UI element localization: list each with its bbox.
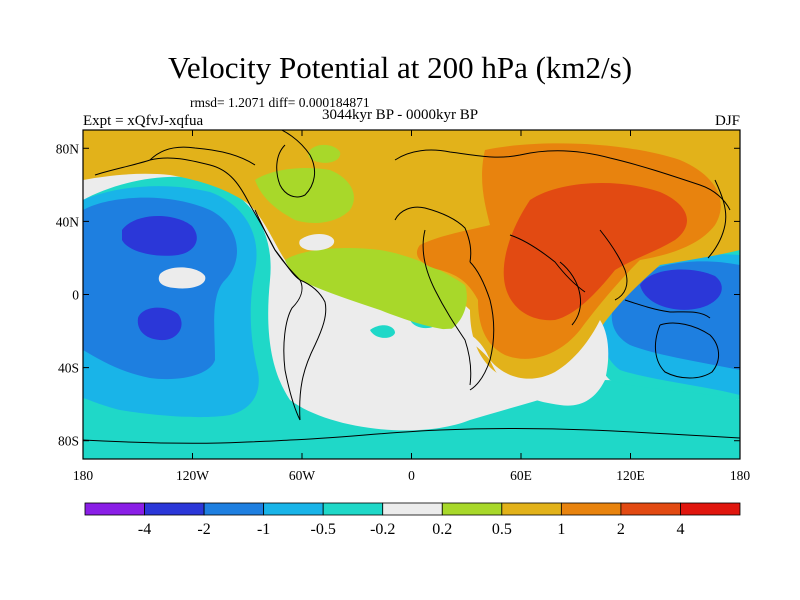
colorbar-label: -2 <box>197 521 210 538</box>
y-tick-label: 80N <box>56 141 80 156</box>
colorbar-label: -4 <box>138 521 151 538</box>
colorbar-swatch <box>680 502 741 516</box>
colorbar-label: -0.2 <box>370 521 395 538</box>
experiment-label: Expt = xQfvJ-xqfua <box>83 113 204 129</box>
period-label: 3044kyr BP - 0000kyr BP <box>321 107 479 123</box>
colorbar-label: 0.5 <box>492 521 512 538</box>
colorbar-label: -1 <box>257 521 270 538</box>
colorbar: -4 -2 -1 -0.5 -0.2 0.2 0.5 1 2 4 <box>84 502 741 538</box>
y-tick-label: 0 <box>72 288 79 303</box>
chart-subtitle: rmsd= 1.2071 diff= 0.000184871 <box>190 95 370 110</box>
colorbar-label: -0.5 <box>311 521 336 538</box>
x-tick-label: 180 <box>73 468 94 483</box>
y-tick-label: 40S <box>58 361 79 376</box>
colorbar-swatch <box>382 502 443 516</box>
colorbar-swatch <box>322 502 384 516</box>
coastlines <box>83 130 740 444</box>
colorbar-label: 2 <box>617 521 625 538</box>
colorbar-swatch <box>203 502 265 516</box>
x-tick-label: 120E <box>616 468 645 483</box>
colorbar-swatch <box>144 502 205 516</box>
colorbar-swatch <box>501 502 562 516</box>
x-tick-label: 120W <box>176 468 209 483</box>
y-tick-label: 40N <box>56 214 80 229</box>
contour-field <box>83 130 740 459</box>
colorbar-swatch <box>84 502 145 516</box>
y-axis: 80N 40N 0 40S 80S <box>56 141 740 449</box>
y-tick-label: 80S <box>58 434 79 449</box>
colorbar-swatch <box>263 502 324 516</box>
colorbar-label: 1 <box>557 521 565 538</box>
colorbar-swatch <box>441 502 503 516</box>
colorbar-swatch <box>560 502 622 516</box>
x-axis: 180 120W 60W 0 60E 120E 180 <box>73 130 751 483</box>
colorbar-label: 0.2 <box>432 521 452 538</box>
x-tick-label: 60W <box>289 468 316 483</box>
x-tick-label: 0 <box>408 468 415 483</box>
colorbar-swatch <box>620 502 681 516</box>
season-label: DJF <box>714 113 740 129</box>
chart-title: Velocity Potential at 200 hPa (km2/s) <box>167 50 633 85</box>
colorbar-label: 4 <box>676 521 684 538</box>
x-tick-label: 180 <box>730 468 751 483</box>
x-tick-label: 60E <box>510 468 532 483</box>
